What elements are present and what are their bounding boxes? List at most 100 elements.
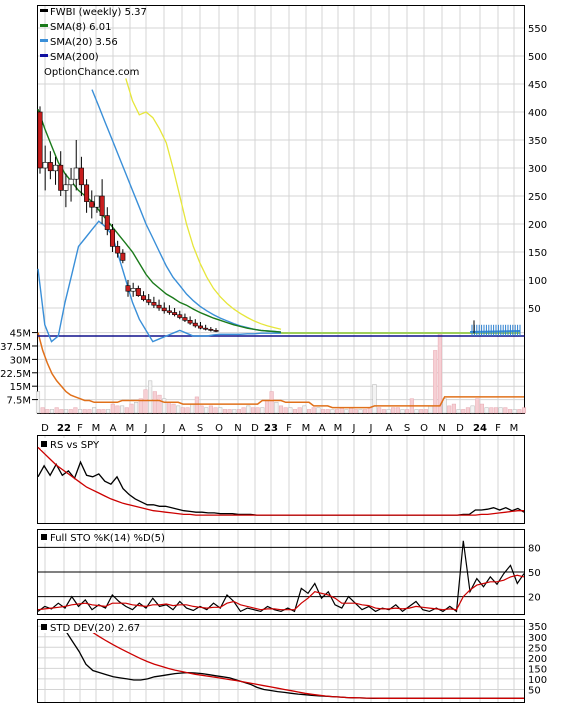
volume-bar	[461, 409, 466, 414]
volume-bar	[302, 405, 307, 414]
sto-title-marker	[41, 534, 47, 540]
volume-bar	[222, 409, 227, 414]
volume-bar	[68, 409, 73, 414]
volume-bar	[423, 409, 428, 414]
x-tick-label: S	[197, 423, 203, 434]
price-tick-label: 350	[528, 136, 547, 147]
volume-bar	[92, 407, 97, 414]
candle-body	[166, 310, 172, 313]
stddev-grid	[38, 625, 524, 690]
candle-body	[156, 304, 162, 309]
volume-bar	[316, 407, 321, 414]
x-tick-label: A	[110, 423, 117, 434]
sto-tick-label: 20	[528, 593, 541, 604]
volume-bar	[176, 405, 181, 414]
volume-bar	[110, 403, 115, 414]
volume-bar	[339, 407, 344, 414]
volume-bar	[190, 403, 195, 414]
volume-bar	[78, 409, 83, 414]
volume-bar	[138, 398, 143, 414]
candle-body	[141, 295, 147, 300]
volume-bar	[381, 409, 386, 414]
volume-bar	[335, 409, 340, 414]
candle-body	[177, 314, 183, 318]
volume-bar	[232, 409, 237, 414]
x-tick-label: M	[510, 423, 519, 434]
stddev-tick-label: 50	[528, 685, 541, 696]
price-y-axis: 50 100 150 200 250 300 350 400 450 500 550	[528, 24, 547, 315]
candle-body	[104, 215, 110, 230]
upper-band-line	[125, 78, 282, 330]
sma20-upper-line	[91, 89, 282, 333]
x-tick-label: O	[420, 423, 428, 434]
volume-bar	[194, 396, 199, 414]
x-tick-label: M	[126, 423, 135, 434]
volume-bar	[143, 389, 148, 414]
volume-bar	[63, 409, 69, 414]
volume-y-axis: 45M 37.5M 30M 22.5M 15M 7.5M	[0, 329, 38, 407]
sto-title: Full STO %K(14) %D(5)	[50, 533, 165, 544]
legend-swatch	[40, 54, 48, 57]
candle-body	[172, 312, 178, 316]
volume-bar	[484, 407, 489, 414]
volume-bar	[395, 407, 400, 414]
volume-bar	[330, 409, 335, 414]
stddev-tick-label: 250	[528, 643, 547, 654]
volume-bar	[405, 409, 410, 414]
x-tick-label: J	[352, 423, 356, 434]
candle-body	[109, 229, 115, 247]
x-tick-label: A	[179, 423, 186, 434]
volume-bar	[297, 407, 302, 414]
price-tick-label: 550	[528, 24, 547, 35]
stddev-tick-label: 150	[528, 664, 547, 675]
x-tick-label: N	[438, 423, 445, 434]
volume-tick-label: 22.5M	[0, 369, 31, 380]
volume-bar	[101, 409, 106, 414]
stddev-lines	[64, 630, 524, 699]
volume-bar	[377, 407, 382, 414]
volume-bar	[157, 394, 162, 414]
candle-body	[73, 167, 79, 180]
volume-bar	[274, 402, 279, 414]
volume-bar	[372, 384, 377, 414]
volume-average-line	[37, 332, 524, 409]
volume-bar	[517, 409, 522, 414]
candle-body	[125, 285, 131, 292]
price-tick-label: 300	[528, 164, 547, 175]
volume-tick-label: 15M	[10, 382, 31, 393]
volume-bar	[311, 407, 316, 414]
x-tick-label: 23	[264, 423, 278, 434]
volume-bar	[208, 405, 213, 414]
candle-body	[146, 299, 152, 303]
series-line	[37, 574, 525, 611]
volume-bar	[353, 409, 358, 414]
stddev-title-bg	[41, 621, 131, 633]
x-tick-label: J	[144, 423, 148, 434]
volume-bar	[73, 407, 78, 414]
x-tick-label: M	[334, 423, 343, 434]
candle-body	[94, 195, 100, 208]
candle-body	[197, 325, 203, 329]
price-tick-label: 400	[528, 108, 547, 119]
volume-bar	[218, 407, 223, 414]
volume-bar	[124, 407, 129, 414]
candle-body	[53, 164, 59, 172]
rs-title: RS vs SPY	[50, 440, 100, 451]
volume-bar	[479, 403, 484, 414]
volume-bar	[400, 409, 405, 414]
x-tick-label: N	[234, 423, 241, 434]
x-tick-label: A	[319, 423, 326, 434]
stddev-tick-label: 100	[528, 675, 547, 686]
rs-panel: RS vs SPY	[37, 435, 525, 524]
volume-bar	[288, 407, 293, 414]
series-line	[37, 460, 525, 516]
series-line	[37, 446, 524, 516]
sma-bands	[37, 78, 521, 343]
volume-bar	[241, 407, 246, 414]
x-tick-label: F	[286, 423, 292, 434]
candle-body	[115, 246, 121, 254]
legend-label: SMA(200)	[50, 52, 99, 63]
series-line	[92, 631, 524, 699]
sto-panel-frame	[37, 529, 525, 615]
